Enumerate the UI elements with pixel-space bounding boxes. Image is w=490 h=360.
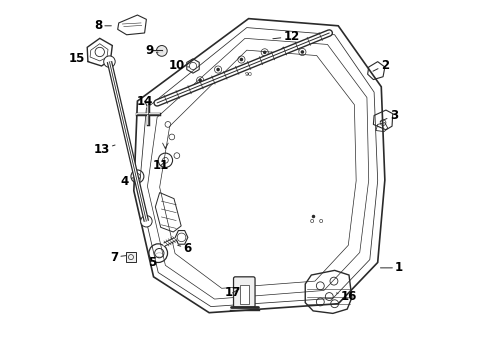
Text: 17: 17 [224, 287, 241, 300]
Text: 13: 13 [94, 143, 115, 156]
Text: 7: 7 [110, 251, 126, 264]
Text: 10: 10 [169, 59, 190, 72]
Text: o: o [318, 218, 323, 224]
Text: 16: 16 [337, 290, 357, 303]
Circle shape [104, 56, 115, 67]
Text: 5: 5 [147, 256, 159, 269]
Text: 2: 2 [373, 59, 389, 72]
Circle shape [141, 216, 152, 227]
Text: 11: 11 [152, 159, 169, 172]
Circle shape [300, 50, 304, 54]
Text: 12: 12 [273, 30, 300, 43]
Text: o: o [310, 218, 314, 224]
FancyBboxPatch shape [126, 252, 136, 262]
Circle shape [263, 50, 267, 54]
Circle shape [216, 68, 220, 71]
Text: 9: 9 [146, 44, 158, 57]
Circle shape [198, 78, 202, 82]
Text: 6: 6 [178, 242, 192, 255]
Circle shape [156, 45, 167, 56]
FancyBboxPatch shape [240, 285, 248, 304]
Circle shape [283, 49, 286, 53]
Text: 90: 90 [245, 72, 252, 77]
Text: 4: 4 [121, 175, 133, 188]
Text: 1: 1 [380, 261, 403, 274]
Text: 3: 3 [380, 109, 398, 122]
Circle shape [240, 58, 243, 61]
Text: 14: 14 [136, 95, 153, 108]
FancyBboxPatch shape [234, 277, 255, 307]
Text: 15: 15 [68, 51, 89, 64]
Text: 8: 8 [94, 19, 111, 32]
